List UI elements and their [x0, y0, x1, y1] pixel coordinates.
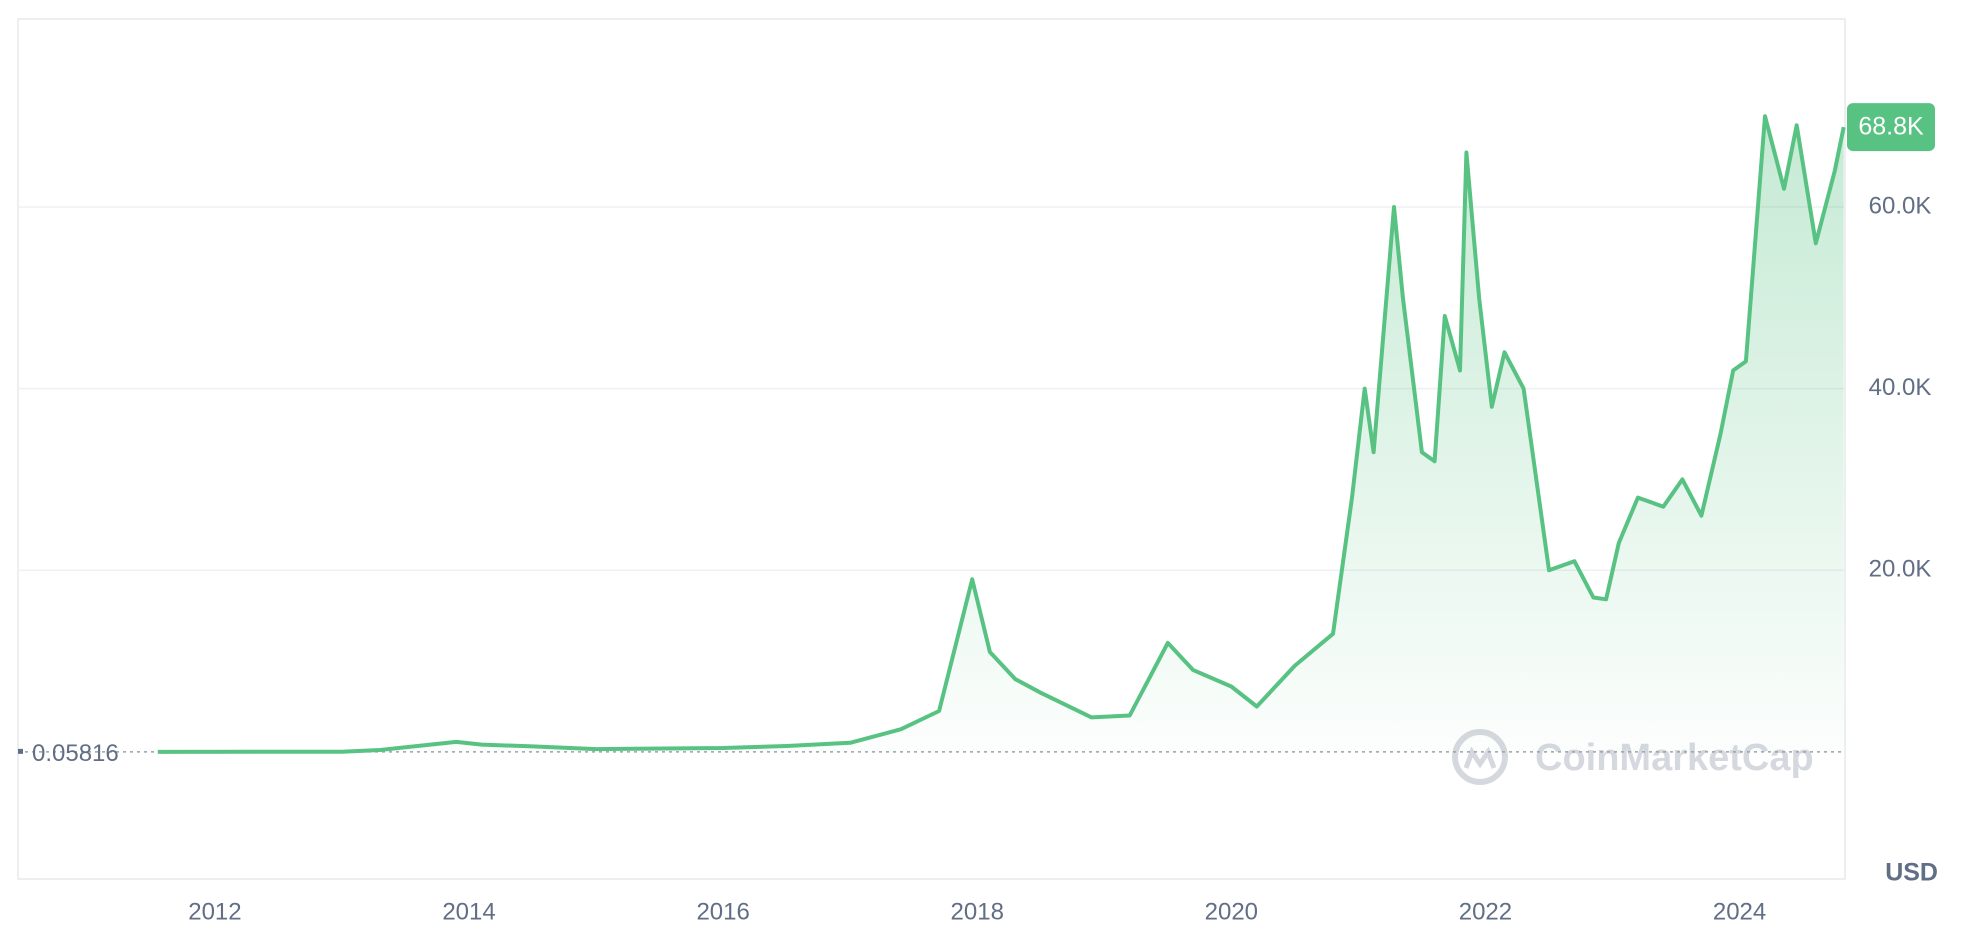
price-line: [157, 114, 1846, 754]
x-tick-label: 2012: [188, 898, 241, 925]
x-tick-label: 2024: [1713, 898, 1766, 925]
baseline-marker: [18, 748, 23, 754]
baseline-label: 0.05816: [32, 740, 119, 767]
plot-frame: [17, 18, 1846, 880]
last-price-badge: [1847, 103, 1935, 152]
x-tick-label: 2022: [1459, 898, 1512, 925]
currency-label: USD: [1885, 859, 1938, 887]
x-tick-label: 2016: [696, 898, 749, 925]
last-price-label: 68.8K: [1858, 113, 1924, 141]
x-tick-label: 2018: [951, 898, 1004, 925]
y-tick-label: 40.0K: [1869, 374, 1932, 401]
y-tick-label: 60.0K: [1869, 192, 1932, 219]
x-tick-label: 2020: [1205, 898, 1258, 925]
y-tick-label: 20.0K: [1869, 556, 1932, 583]
area: [157, 116, 1844, 752]
x-tick-label: 2014: [442, 898, 495, 925]
